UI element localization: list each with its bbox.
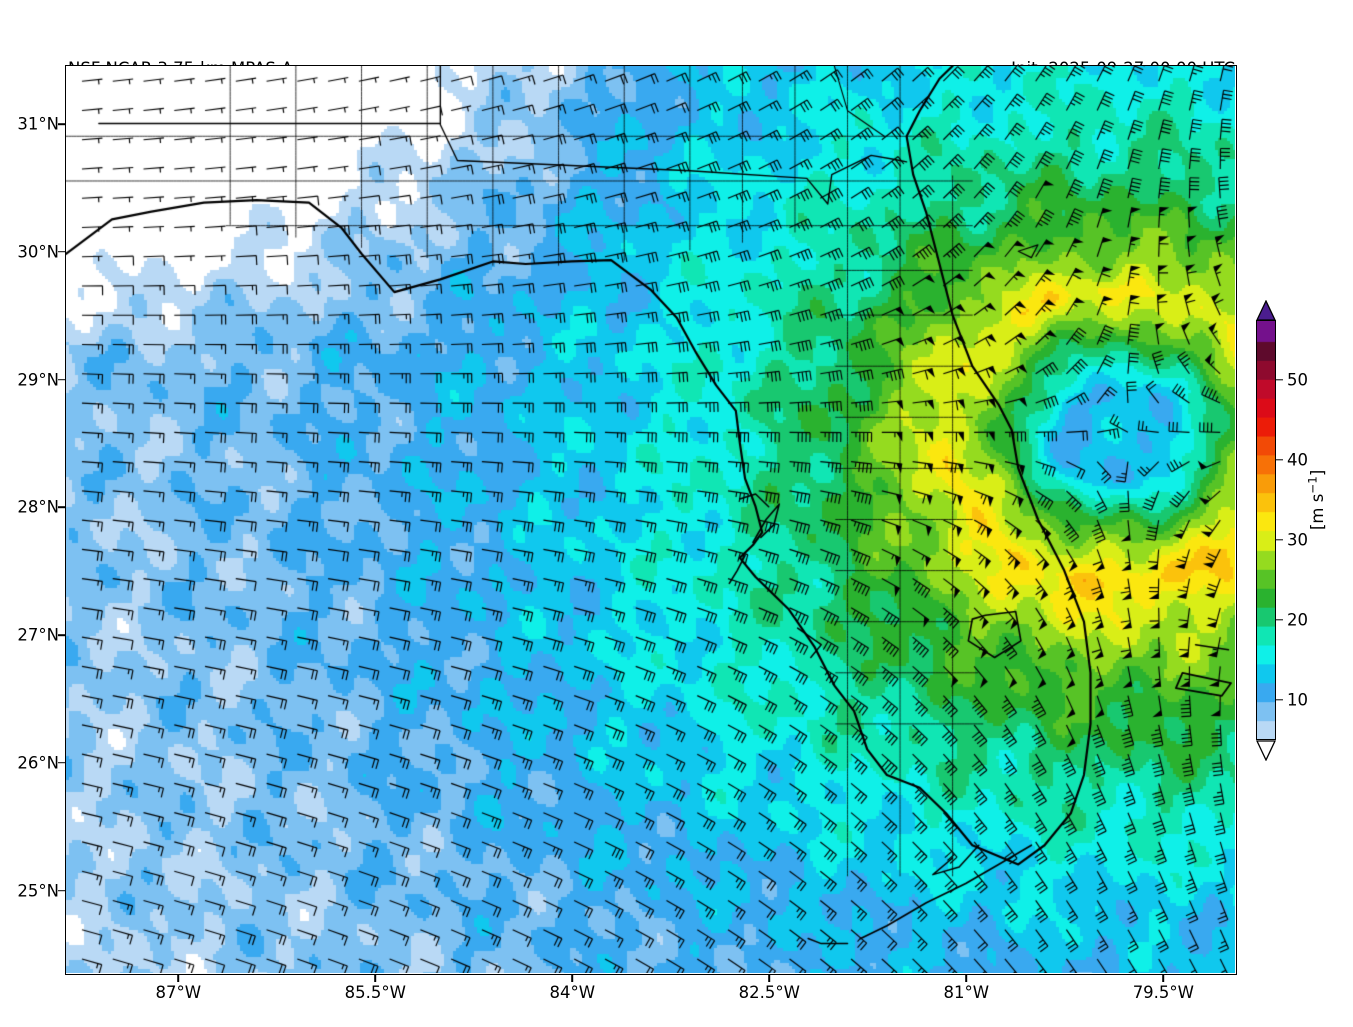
colorbar-units-exponent: −1	[1305, 476, 1320, 494]
colorbar-tick-mark	[1276, 379, 1283, 381]
y-tick-mark	[58, 506, 65, 509]
colorbar-under-arrow	[1255, 740, 1277, 762]
x-tick-label: 81°W	[943, 983, 990, 1002]
x-tick-mark	[177, 975, 180, 982]
y-tick-mark	[58, 378, 65, 381]
y-tick-label: 30°N	[17, 242, 59, 262]
y-tick-mark	[58, 762, 65, 764]
y-tick-label: 29°N	[17, 370, 59, 390]
y-tick-mark	[58, 889, 65, 892]
y-tick-mark	[58, 251, 65, 253]
colorbar-tick-label: 20	[1287, 610, 1308, 630]
colorbar-tick-label: 40	[1287, 450, 1308, 470]
colorbar-tick-mark	[1276, 539, 1283, 541]
colorbar-tick-label: 10	[1287, 690, 1308, 710]
colorbar-units-text: [m s	[1308, 493, 1327, 530]
x-tick-mark	[374, 975, 377, 982]
x-tick-mark	[571, 975, 574, 982]
map-axes[interactable]	[65, 65, 1237, 975]
x-tick-label: 84°W	[549, 983, 596, 1002]
colorbar-tick-mark	[1276, 619, 1283, 621]
colorbar-gradient	[1257, 321, 1275, 739]
y-tick-mark	[58, 123, 65, 125]
y-tick-label: 27°N	[17, 625, 59, 645]
colorbar[interactable]	[1255, 299, 1277, 762]
colorbar-units-close: ]	[1308, 469, 1327, 477]
colorbar-tick-mark	[1276, 459, 1283, 461]
x-tick-mark	[1162, 975, 1165, 982]
colorbar-body[interactable]	[1256, 320, 1276, 740]
colorbar-tick-label: 50	[1287, 370, 1308, 390]
wind-speed-map-canvas[interactable]	[66, 66, 1235, 973]
colorbar-tick-mark	[1276, 699, 1283, 701]
y-tick-label: 28°N	[17, 497, 59, 517]
y-tick-label: 26°N	[17, 753, 59, 773]
y-tick-mark	[58, 634, 65, 636]
x-tick-label: 87°W	[155, 983, 202, 1002]
colorbar-over-arrow	[1255, 299, 1277, 321]
x-tick-label: 85.5°W	[344, 983, 406, 1002]
y-tick-label: 25°N	[17, 881, 59, 901]
x-tick-mark	[965, 975, 968, 982]
x-tick-mark	[768, 975, 771, 982]
x-tick-label: 79.5°W	[1132, 983, 1194, 1002]
x-tick-label: 82.5°W	[738, 983, 800, 1002]
colorbar-axis-label: [m s−1]	[1305, 469, 1328, 530]
y-tick-label: 31°N	[17, 114, 59, 134]
colorbar-tick-label: 30	[1287, 530, 1308, 550]
